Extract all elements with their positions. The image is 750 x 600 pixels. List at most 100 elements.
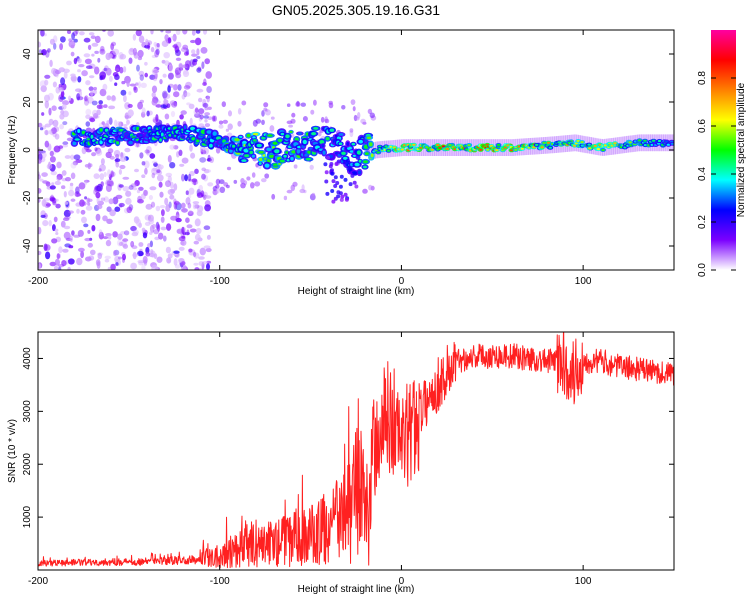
noise-blob: [67, 266, 71, 270]
figure-title: GN05.2025.305.19.16.G31: [272, 2, 440, 18]
ridge-core: [234, 138, 240, 142]
noise-blob: [146, 110, 150, 117]
noise-blob: [128, 57, 133, 64]
noise-blob: [76, 193, 82, 197]
noise-blob: [206, 86, 212, 93]
noise-blob: [151, 167, 158, 175]
noise-blob: [72, 160, 79, 166]
noise-blob: [132, 187, 138, 191]
noise-blob: [130, 225, 137, 232]
ridge-core: [366, 136, 372, 140]
noise-blob: [106, 95, 112, 101]
noise-blob: [107, 30, 114, 37]
noise-blob: [163, 235, 167, 242]
noise-blob: [137, 198, 144, 204]
noise-blob: [79, 31, 85, 36]
noise-blob: [112, 48, 120, 56]
noise-blob: [180, 202, 186, 209]
noise-blob: [184, 174, 189, 182]
noise-blob: [218, 124, 224, 129]
noise-blob: [138, 186, 144, 191]
colorbar-tick-label: 0.8: [697, 71, 708, 85]
noise-blob: [139, 152, 144, 159]
noise-blob: [174, 49, 181, 57]
noise-blob: [191, 49, 196, 54]
noise-blob: [133, 229, 139, 235]
noise-blob: [51, 238, 58, 244]
noise-blob: [204, 169, 212, 173]
noise-blob: [362, 188, 368, 194]
streak-blob: [330, 171, 335, 176]
noise-blob: [93, 86, 97, 91]
noise-blob: [132, 47, 137, 56]
noise-blob: [264, 173, 270, 179]
noise-blob: [55, 232, 59, 235]
ridge-core: [386, 149, 391, 152]
noise-blob: [144, 149, 150, 154]
noise-blob: [109, 155, 115, 160]
noise-blob: [206, 263, 210, 270]
noise-blob: [194, 218, 201, 227]
ridge-core: [546, 141, 551, 144]
noise-blob: [93, 113, 98, 119]
noise-blob: [47, 48, 51, 53]
noise-blob: [171, 101, 178, 108]
noise-blob: [103, 171, 107, 178]
noise-blob: [119, 164, 126, 170]
noise-blob: [167, 253, 173, 259]
noise-blob: [164, 60, 170, 66]
noise-blob: [167, 85, 171, 93]
noise-blob: [261, 110, 265, 117]
noise-blob: [108, 53, 113, 59]
noise-blob: [189, 228, 197, 233]
noise-blob: [169, 100, 176, 106]
streak-blob: [336, 190, 341, 195]
ridge-core: [343, 156, 348, 160]
noise-blob: [301, 184, 305, 192]
ridge-core: [128, 140, 133, 145]
ridge-core: [486, 148, 490, 151]
noise-blob: [65, 177, 71, 182]
noise-blob: [203, 147, 209, 155]
ridge-core: [183, 125, 187, 130]
ridge-core: [496, 143, 501, 146]
noise-blob: [195, 227, 202, 235]
noise-blob: [202, 261, 208, 265]
noise-blob: [149, 74, 156, 80]
ridge-core: [448, 143, 452, 147]
noise-blob: [159, 166, 163, 171]
noise-blob: [51, 105, 57, 111]
noise-blob: [52, 81, 58, 88]
x-tick-label: -100: [210, 276, 230, 287]
noise-blob: [194, 113, 201, 118]
streak-blob: [323, 162, 328, 167]
streak-blob: [324, 179, 329, 184]
noise-blob: [189, 117, 193, 126]
noise-blob: [156, 43, 160, 48]
noise-blob: [165, 30, 172, 34]
ridge-core: [341, 151, 346, 155]
noise-blob: [180, 110, 187, 115]
noise-blob: [219, 186, 226, 193]
noise-blob: [87, 202, 91, 206]
streak-blob: [330, 189, 335, 193]
noise-blob: [48, 107, 52, 116]
noise-blob: [350, 99, 356, 105]
noise-blob: [194, 267, 200, 270]
noise-blob: [152, 167, 158, 172]
noise-blob: [134, 168, 139, 173]
noise-blob: [149, 186, 157, 191]
noise-blob: [81, 216, 87, 224]
noise-blob: [165, 204, 171, 213]
noise-blob: [156, 256, 163, 263]
noise-blob: [117, 256, 123, 260]
noise-blob: [107, 169, 111, 178]
noise-blob: [84, 96, 88, 102]
noise-blob: [167, 175, 172, 183]
ridge-core: [601, 148, 605, 152]
noise-blob: [174, 67, 182, 75]
ridge-core: [412, 143, 416, 146]
noise-blob: [90, 90, 94, 97]
noise-blob: [83, 53, 91, 58]
noise-blob: [196, 210, 203, 217]
